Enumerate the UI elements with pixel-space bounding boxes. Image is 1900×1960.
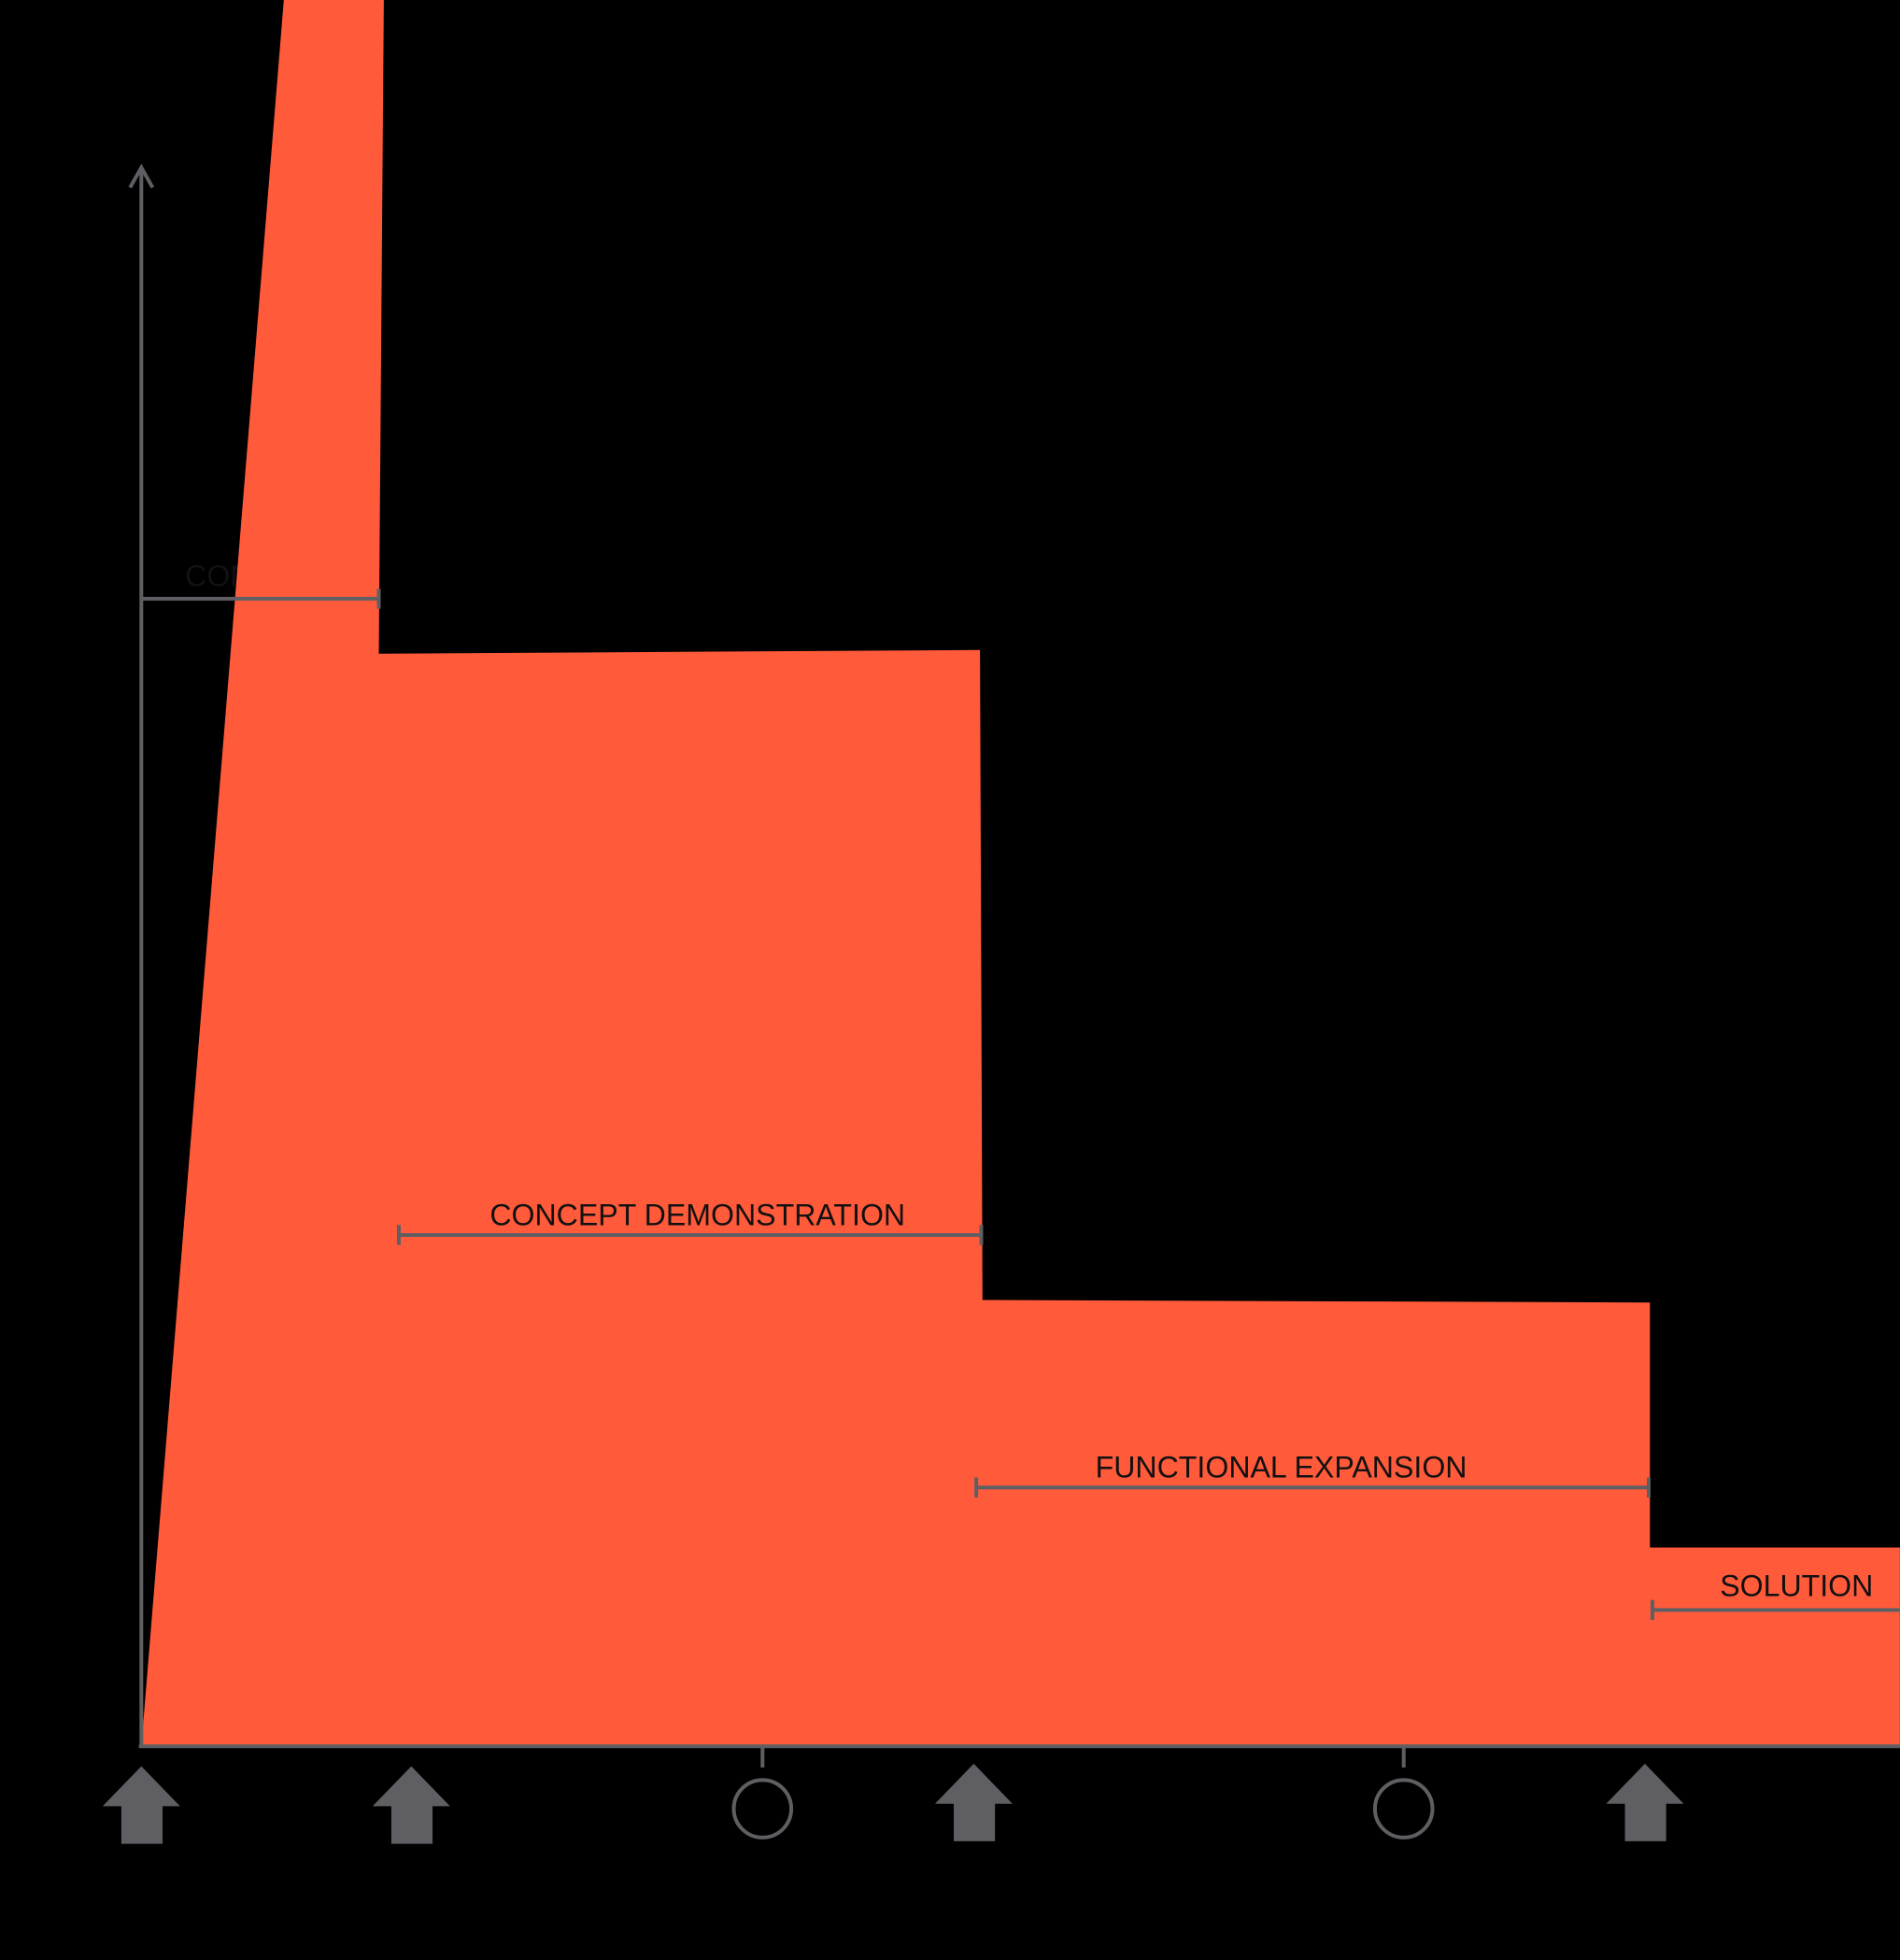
phase-label: FUNCTIONAL EXPANSION — [1096, 1451, 1468, 1484]
milestones — [731, 1746, 1435, 1839]
phase-label: SOLUTION — [1720, 1569, 1873, 1603]
effort-area — [141, 0, 1900, 1747]
y-axis-arrow — [128, 163, 155, 189]
phase-brackets — [141, 589, 1900, 1621]
gate-arrows — [102, 1763, 1684, 1844]
phase-label: CONCEPT DEMONSTRATION — [489, 1198, 905, 1231]
